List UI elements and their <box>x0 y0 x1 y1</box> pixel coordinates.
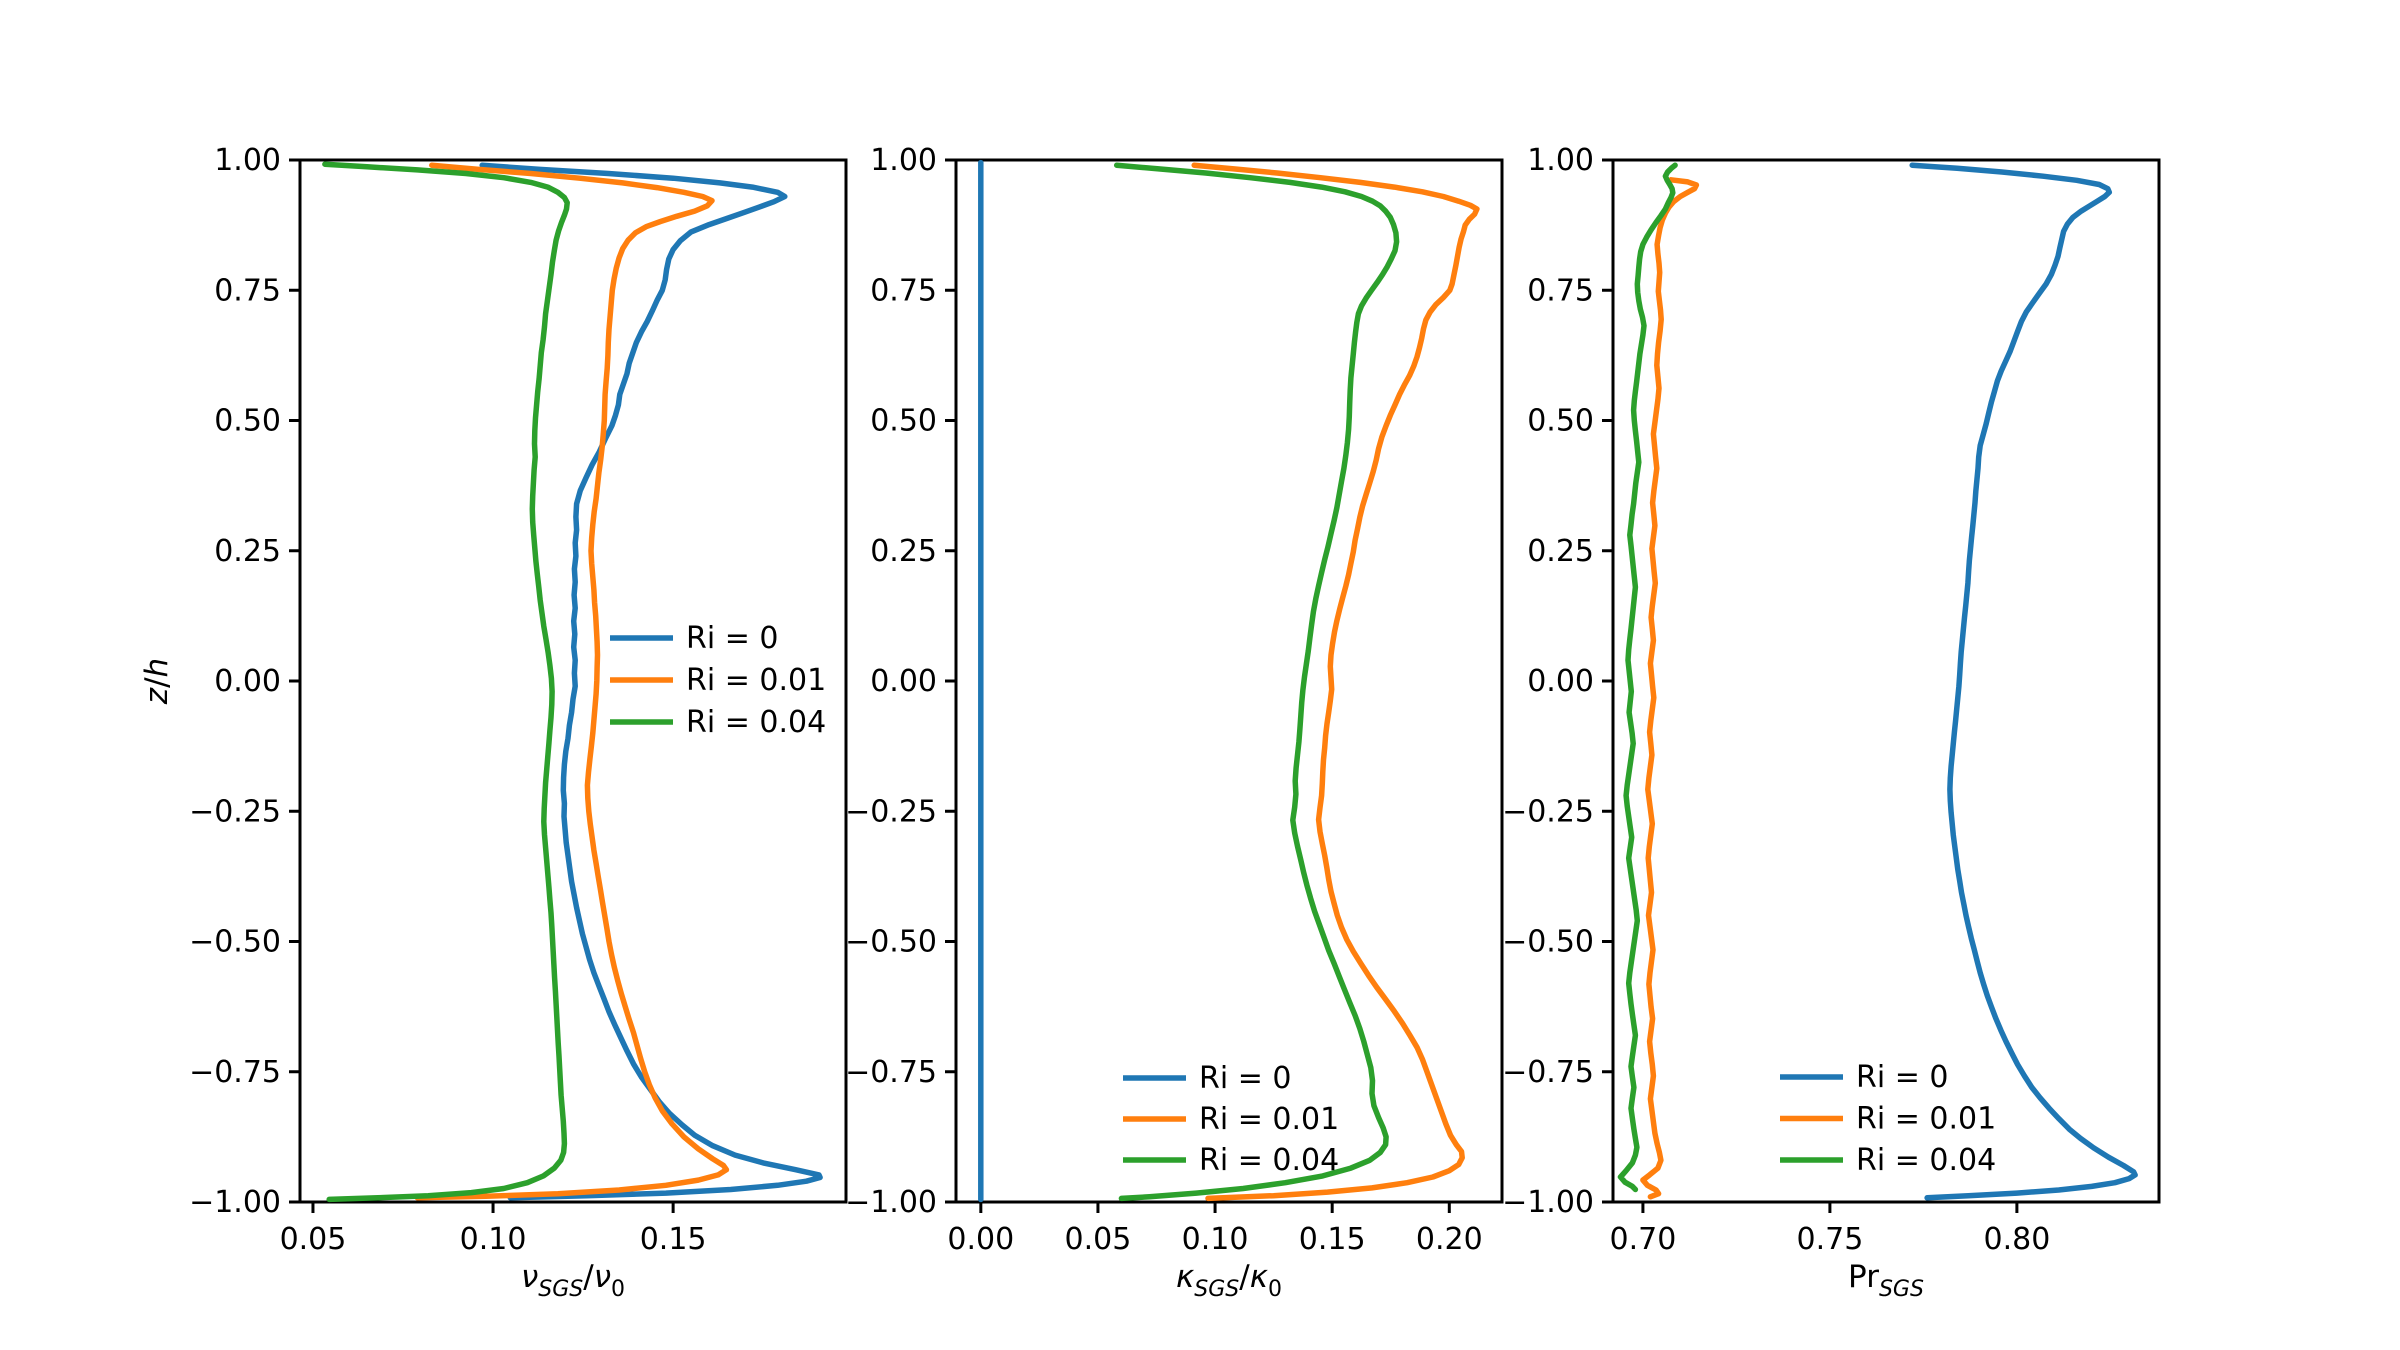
label-part: κ <box>1250 1259 1269 1295</box>
x-axis-label: PrSGS <box>1848 1259 1924 1302</box>
y-tick-label: 0.75 <box>1527 273 1594 308</box>
legend-entry-label: Ri = 0.01 <box>1199 1102 1339 1137</box>
curve-ri001 <box>1191 162 1480 1202</box>
label-part: ν <box>521 1259 538 1295</box>
x-tick-label: 0.10 <box>1182 1222 1249 1257</box>
legend: Ri = 0 Ri = 0.01 Ri = 0.04 <box>1780 1060 1996 1178</box>
y-tick-label: 0.75 <box>870 273 937 308</box>
legend-entry-label: Ri = 0.01 <box>1856 1102 1996 1137</box>
label-part: 0 <box>611 1277 625 1302</box>
label-part: z <box>139 687 175 705</box>
legend-entry-label: Ri = 0.04 <box>1856 1143 1996 1178</box>
y-tick-label: 0.00 <box>870 664 937 699</box>
y-tick-label: 0.75 <box>214 273 281 308</box>
curve-ri0 <box>1909 162 2138 1201</box>
label-part: / <box>583 1259 594 1295</box>
y-tick-label: 0.00 <box>214 664 281 699</box>
y-tick-label: 1.00 <box>214 143 281 178</box>
legend: Ri = 0 Ri = 0.01 Ri = 0.04 <box>610 621 826 740</box>
label-part: Pr <box>1848 1259 1879 1295</box>
y-tick-label: −0.50 <box>189 925 281 960</box>
x-tick-label: 0.75 <box>1797 1222 1864 1257</box>
curve-ri004 <box>322 161 570 1203</box>
label-part: h <box>139 658 175 678</box>
y-tick-label: −1.00 <box>845 1185 937 1220</box>
label-part: 0 <box>1268 1277 1282 1302</box>
curve-ri001 <box>414 162 730 1201</box>
label-part: SGS <box>1879 1277 1924 1302</box>
legend-entry-label: Ri = 0.04 <box>1199 1143 1339 1178</box>
label-part: SGS <box>538 1277 583 1302</box>
x-tick-label: 0.05 <box>280 1222 347 1257</box>
y-tick-label: −0.25 <box>189 794 281 829</box>
y-tick-label: 0.25 <box>1527 534 1594 569</box>
legend-entry-label: Ri = 0.04 <box>686 705 826 740</box>
legend-entry-label: Ri = 0 <box>1199 1061 1291 1096</box>
x-tick-label: 0.70 <box>1610 1222 1677 1257</box>
legend-entry-label: Ri = 0 <box>1856 1060 1948 1095</box>
label-part: SGS <box>1194 1277 1239 1302</box>
label-part: ν <box>594 1259 611 1295</box>
legend-entry-label: Ri = 0 <box>686 621 778 656</box>
x-tick-label: 0.05 <box>1065 1222 1132 1257</box>
x-tick-label: 0.80 <box>1983 1222 2050 1257</box>
panel-nu-sgs: 0.05 0.10 0.15 1.00 0.75 0.50 0.25 0.00 −0.25 −0.… <box>189 143 848 1302</box>
x-tick-label: 0.15 <box>640 1222 707 1257</box>
x-axis-label: κSGS/κ0 <box>1176 1259 1282 1302</box>
legend-entry-label: Ri = 0.01 <box>686 663 826 698</box>
y-tick-label: −0.50 <box>845 925 937 960</box>
y-tick-label: 0.50 <box>1527 404 1594 439</box>
y-tick-label: 0.25 <box>214 534 281 569</box>
panel-pr-sgs: 0.70 0.75 0.80 1.00 0.75 0.50 0.25 0.00 −0.25 −0.… <box>1502 143 2161 1302</box>
curve-ri004 <box>1617 162 1678 1193</box>
y-tick-label: 0.00 <box>1527 664 1594 699</box>
y-tick-label: 0.50 <box>214 404 281 439</box>
y-tick-label: −0.25 <box>1502 794 1594 829</box>
y-tick-label: −0.75 <box>1502 1055 1594 1090</box>
y-tick-label: −0.75 <box>845 1055 937 1090</box>
panel-kappa-sgs: 0.00 0.05 0.10 0.15 0.20 1.00 0.75 0.50 0.25 0.00… <box>845 143 1504 1302</box>
x-tick-label: 0.10 <box>460 1222 527 1257</box>
x-tick-label: 0.15 <box>1299 1222 1366 1257</box>
y-tick-label: −0.25 <box>845 794 937 829</box>
y-tick-label: 1.00 <box>870 143 937 178</box>
label-part: / <box>1239 1259 1250 1295</box>
curve-ri004 <box>1113 162 1400 1202</box>
x-axis-label: νSGS/ν0 <box>521 1259 625 1302</box>
y-tick-label: −0.50 <box>1502 925 1594 960</box>
y-tick-label: 1.00 <box>1527 143 1594 178</box>
y-tick-label: 0.25 <box>870 534 937 569</box>
legend: Ri = 0 Ri = 0.01 Ri = 0.04 <box>1123 1061 1339 1178</box>
y-tick-label: −1.00 <box>1502 1185 1594 1220</box>
label-part: κ <box>1176 1259 1195 1295</box>
y-tick-label: −0.75 <box>189 1055 281 1090</box>
x-tick-label: 0.00 <box>947 1222 1014 1257</box>
y-tick-label: 0.50 <box>870 404 937 439</box>
x-tick-label: 0.20 <box>1416 1222 1483 1257</box>
y-axis-label: z/h <box>139 658 175 705</box>
label-part: / <box>139 677 175 688</box>
curve-ri001 <box>1640 177 1700 1200</box>
y-tick-label: −1.00 <box>189 1185 281 1220</box>
